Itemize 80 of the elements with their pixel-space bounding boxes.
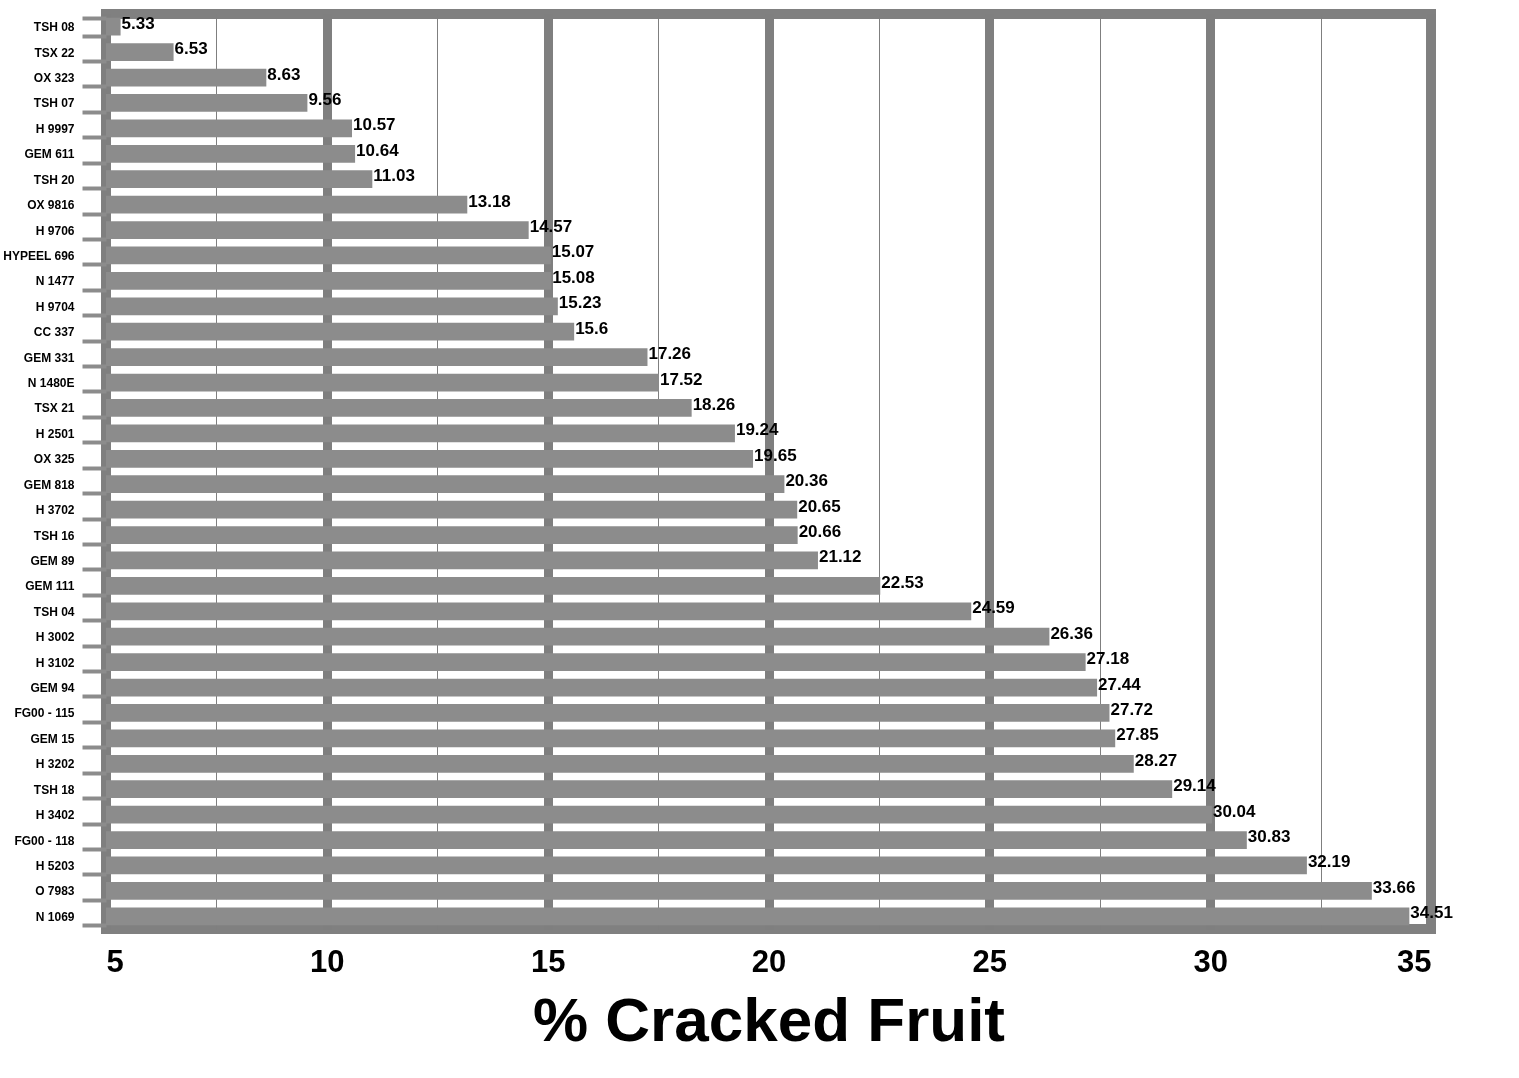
data-label: 20.65: [798, 496, 841, 516]
data-label: 27.18: [1086, 649, 1130, 669]
x-tick-label: 15: [530, 943, 566, 979]
y-tick-label: H 2501: [35, 426, 75, 441]
x-tick-label: 25: [972, 943, 1008, 979]
y-tick-label: FG00 - 115: [14, 706, 75, 721]
x-axis-title: % Cracked Fruit: [532, 984, 1006, 1054]
y-tick-label: FG00 - 118: [14, 833, 75, 848]
y-tick-label: N 1069: [35, 909, 75, 924]
x-tick-label: 10: [310, 943, 345, 979]
data-label: 11.03: [373, 166, 415, 186]
data-label: 6.53: [174, 39, 208, 59]
data-label: 15.6: [575, 318, 609, 338]
y-tick-label: N 1480E: [27, 376, 75, 391]
y-tick-label: OX 323: [33, 71, 75, 86]
data-label: 28.27: [1134, 750, 1178, 770]
data-label: 20.66: [798, 522, 842, 542]
y-tick-label: TSH 04: [33, 604, 75, 619]
y-tick-label: GEM 94: [30, 681, 75, 696]
y-tick-label: TSH 08: [33, 20, 75, 35]
y-tick-label: GEM 111: [25, 579, 75, 594]
data-label: 9.56: [308, 89, 342, 109]
data-label: 24.59: [972, 598, 1015, 618]
y-tick-label: GEM 331: [23, 350, 75, 365]
y-tick-label: GEM 15: [30, 731, 75, 746]
data-label: 17.26: [648, 344, 692, 364]
y-tick-label: OX 325: [33, 452, 75, 467]
data-label: 10.64: [356, 140, 400, 160]
data-label: 22.53: [881, 572, 924, 592]
data-label: 15.07: [551, 242, 595, 262]
y-tick-label: TSH 16: [33, 528, 75, 543]
y-tick-label: H 3702: [35, 503, 75, 518]
x-tick-label: 20: [751, 943, 787, 979]
data-label: 17.52: [659, 369, 703, 389]
data-label: 27.85: [1116, 725, 1159, 745]
y-tick-label: N 1477: [35, 274, 75, 289]
data-label: 30.04: [1212, 801, 1257, 821]
data-label: 19.24: [735, 420, 780, 440]
y-tick-label: TSH 18: [33, 782, 75, 797]
data-label: 30.83: [1247, 827, 1291, 847]
y-tick-label: O 7983: [35, 884, 75, 899]
data-label: 8.63: [267, 64, 301, 84]
y-tick-label: H 9704: [35, 299, 75, 314]
data-label: 18.26: [692, 394, 736, 414]
y-tick-label: CC 337: [33, 325, 75, 340]
data-label: 10.57: [353, 115, 396, 135]
data-label: 27.72: [1110, 699, 1154, 719]
data-label: 20.36: [785, 471, 828, 491]
data-label: 29.14: [1173, 776, 1217, 796]
y-tick-label: H 5203: [35, 858, 75, 873]
data-label: 14.57: [529, 217, 573, 237]
y-tick-label: GEM 611: [24, 147, 75, 162]
y-tick-label: TSH 07: [33, 96, 75, 111]
y-tick-label: GEM 818: [23, 477, 75, 492]
data-label: 33.66: [1372, 877, 1416, 897]
y-tick-label: GEM 89: [30, 553, 75, 568]
y-tick-label: H 3002: [35, 630, 75, 645]
y-tick-label: H 3202: [35, 757, 75, 772]
x-tick-label: 30: [1193, 943, 1228, 979]
data-label: 27.44: [1098, 674, 1142, 694]
data-label: 19.65: [754, 445, 797, 465]
data-label: 21.12: [818, 547, 862, 567]
data-label: 32.19: [1307, 852, 1351, 872]
x-tick-label: 5: [106, 943, 124, 979]
data-label: 13.18: [468, 191, 511, 211]
data-label: 5.33: [121, 13, 155, 33]
y-tick-label: HYPEEL 696: [3, 248, 75, 263]
data-label: 15.08: [552, 267, 595, 287]
data-label: 15.23: [558, 293, 602, 313]
y-tick-label: H 9997: [35, 121, 75, 136]
y-tick-label: H 3402: [35, 808, 75, 823]
y-tick-label: TSH 20: [33, 172, 75, 187]
y-tick-label: TSX 22: [34, 45, 75, 60]
x-tick-label: 35: [1397, 943, 1432, 979]
data-label: 34.51: [1410, 903, 1453, 923]
data-label: 26.36: [1050, 623, 1093, 643]
y-tick-label: TSX 21: [34, 401, 75, 416]
y-tick-label: OX 9816: [27, 198, 75, 213]
y-tick-label: H 3102: [35, 655, 75, 670]
y-tick-label: H 9706: [35, 223, 75, 238]
